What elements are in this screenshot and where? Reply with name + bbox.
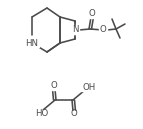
Bar — [88, 10, 96, 18]
Text: N: N — [72, 26, 78, 34]
Text: HN: HN — [25, 38, 38, 47]
Bar — [99, 26, 107, 34]
Text: OH: OH — [82, 83, 96, 91]
Text: HO: HO — [35, 108, 49, 118]
Bar — [81, 83, 97, 91]
Bar — [50, 83, 58, 90]
Text: O: O — [89, 10, 95, 18]
Text: O: O — [51, 82, 57, 91]
Text: O: O — [71, 110, 77, 119]
Bar — [25, 39, 39, 47]
Text: O: O — [100, 26, 106, 34]
Bar — [34, 110, 50, 116]
Bar — [71, 26, 79, 34]
Bar — [70, 111, 78, 118]
